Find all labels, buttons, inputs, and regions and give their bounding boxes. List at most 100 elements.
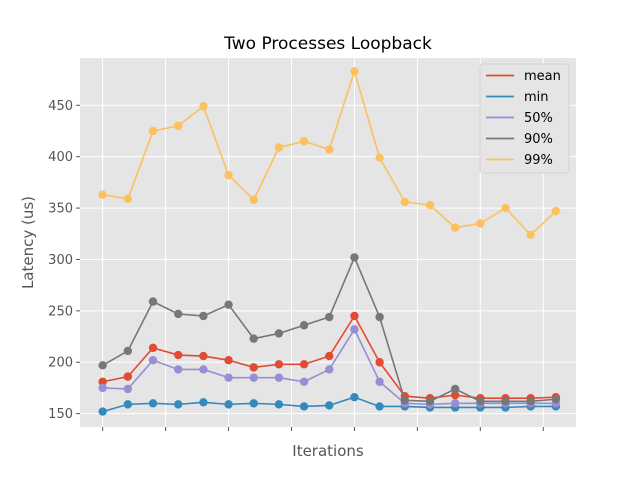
data-point (299, 402, 309, 411)
data-point (249, 334, 258, 343)
legend-item: mean (486, 69, 561, 84)
data-point (199, 365, 208, 374)
legend-box (479, 63, 570, 174)
data-point (299, 377, 309, 386)
data-point (400, 396, 409, 405)
data-point (375, 402, 384, 411)
y-tick-label: 150 (48, 407, 73, 422)
data-point (224, 300, 233, 309)
data-point (526, 230, 535, 239)
data-point (98, 361, 107, 370)
data-point (98, 190, 107, 199)
data-point (350, 253, 359, 262)
data-point (501, 397, 510, 406)
data-point (123, 400, 133, 409)
legend-label: 50% (524, 111, 553, 126)
legend-item: 50% (486, 111, 553, 126)
data-point (173, 400, 183, 409)
data-point (148, 343, 158, 353)
data-point (274, 400, 284, 409)
series-90% (98, 253, 561, 406)
data-point (501, 203, 510, 213)
data-point (476, 219, 485, 228)
data-point (274, 329, 284, 338)
legend-item: min (486, 90, 549, 105)
data-point (173, 350, 183, 360)
chart-title: Two Processes Loopback (223, 34, 432, 54)
data-point (224, 170, 233, 180)
data-point (98, 383, 107, 393)
data-point (350, 392, 359, 402)
legend-label: mean (524, 69, 561, 84)
data-point (173, 365, 183, 374)
legend-label: min (524, 90, 549, 105)
data-point (450, 399, 460, 408)
data-point (450, 390, 460, 400)
legend: mean min 50% 90% 99% (479, 63, 570, 174)
data-point (350, 67, 359, 76)
data-point (249, 399, 258, 408)
data-point (325, 312, 334, 322)
data-point (325, 401, 334, 410)
data-point (98, 377, 107, 386)
data-point (299, 321, 309, 330)
y-tick-label: 450 (48, 99, 73, 114)
data-point (425, 200, 435, 210)
data-point (551, 206, 561, 216)
legend-item: 99% (486, 153, 553, 168)
data-point (299, 137, 309, 146)
data-point (148, 399, 158, 408)
series-layer (98, 67, 561, 416)
data-point (249, 363, 258, 372)
data-point (199, 398, 208, 407)
y-axis-title: Latency (us) (19, 196, 37, 289)
y-tick-label: 200 (48, 356, 73, 371)
data-point (98, 407, 107, 416)
data-point (526, 397, 535, 406)
data-point (199, 351, 208, 361)
data-point (123, 372, 133, 381)
data-point (325, 351, 334, 361)
data-point (325, 365, 334, 374)
data-point (148, 126, 158, 136)
data-point (425, 397, 435, 406)
data-point (400, 197, 409, 207)
data-point (350, 325, 359, 334)
data-point (249, 373, 258, 382)
data-point (375, 358, 384, 367)
data-point (123, 346, 133, 356)
data-point (173, 121, 183, 131)
y-tick-label: 300 (48, 253, 73, 268)
data-point (148, 297, 158, 306)
y-tick-label: 250 (48, 304, 73, 319)
data-point (350, 311, 359, 321)
data-point (249, 195, 258, 205)
data-point (224, 373, 233, 382)
data-point (274, 373, 284, 382)
legend-item: 90% (486, 132, 553, 147)
data-point (375, 312, 384, 322)
y-tick-label: 350 (48, 202, 73, 217)
data-point (199, 311, 208, 321)
data-point (450, 223, 460, 232)
data-point (274, 143, 284, 152)
data-point (123, 194, 133, 204)
grid-lines (80, 58, 576, 427)
legend-label: 99% (524, 153, 553, 168)
data-point (551, 395, 561, 404)
x-axis-title: Iterations (292, 442, 364, 460)
data-point (450, 384, 460, 394)
y-axis-ticks: 150 200 250 300 350 400 450 (48, 99, 80, 422)
data-point (123, 384, 133, 394)
data-point (375, 377, 384, 386)
data-point (148, 355, 158, 365)
data-point (173, 309, 183, 319)
data-point (199, 102, 208, 111)
data-point (325, 145, 334, 154)
y-tick-label: 400 (48, 150, 73, 165)
legend-label: 90% (524, 132, 553, 147)
data-point (224, 400, 233, 409)
data-point (274, 360, 284, 369)
data-point (224, 355, 233, 365)
